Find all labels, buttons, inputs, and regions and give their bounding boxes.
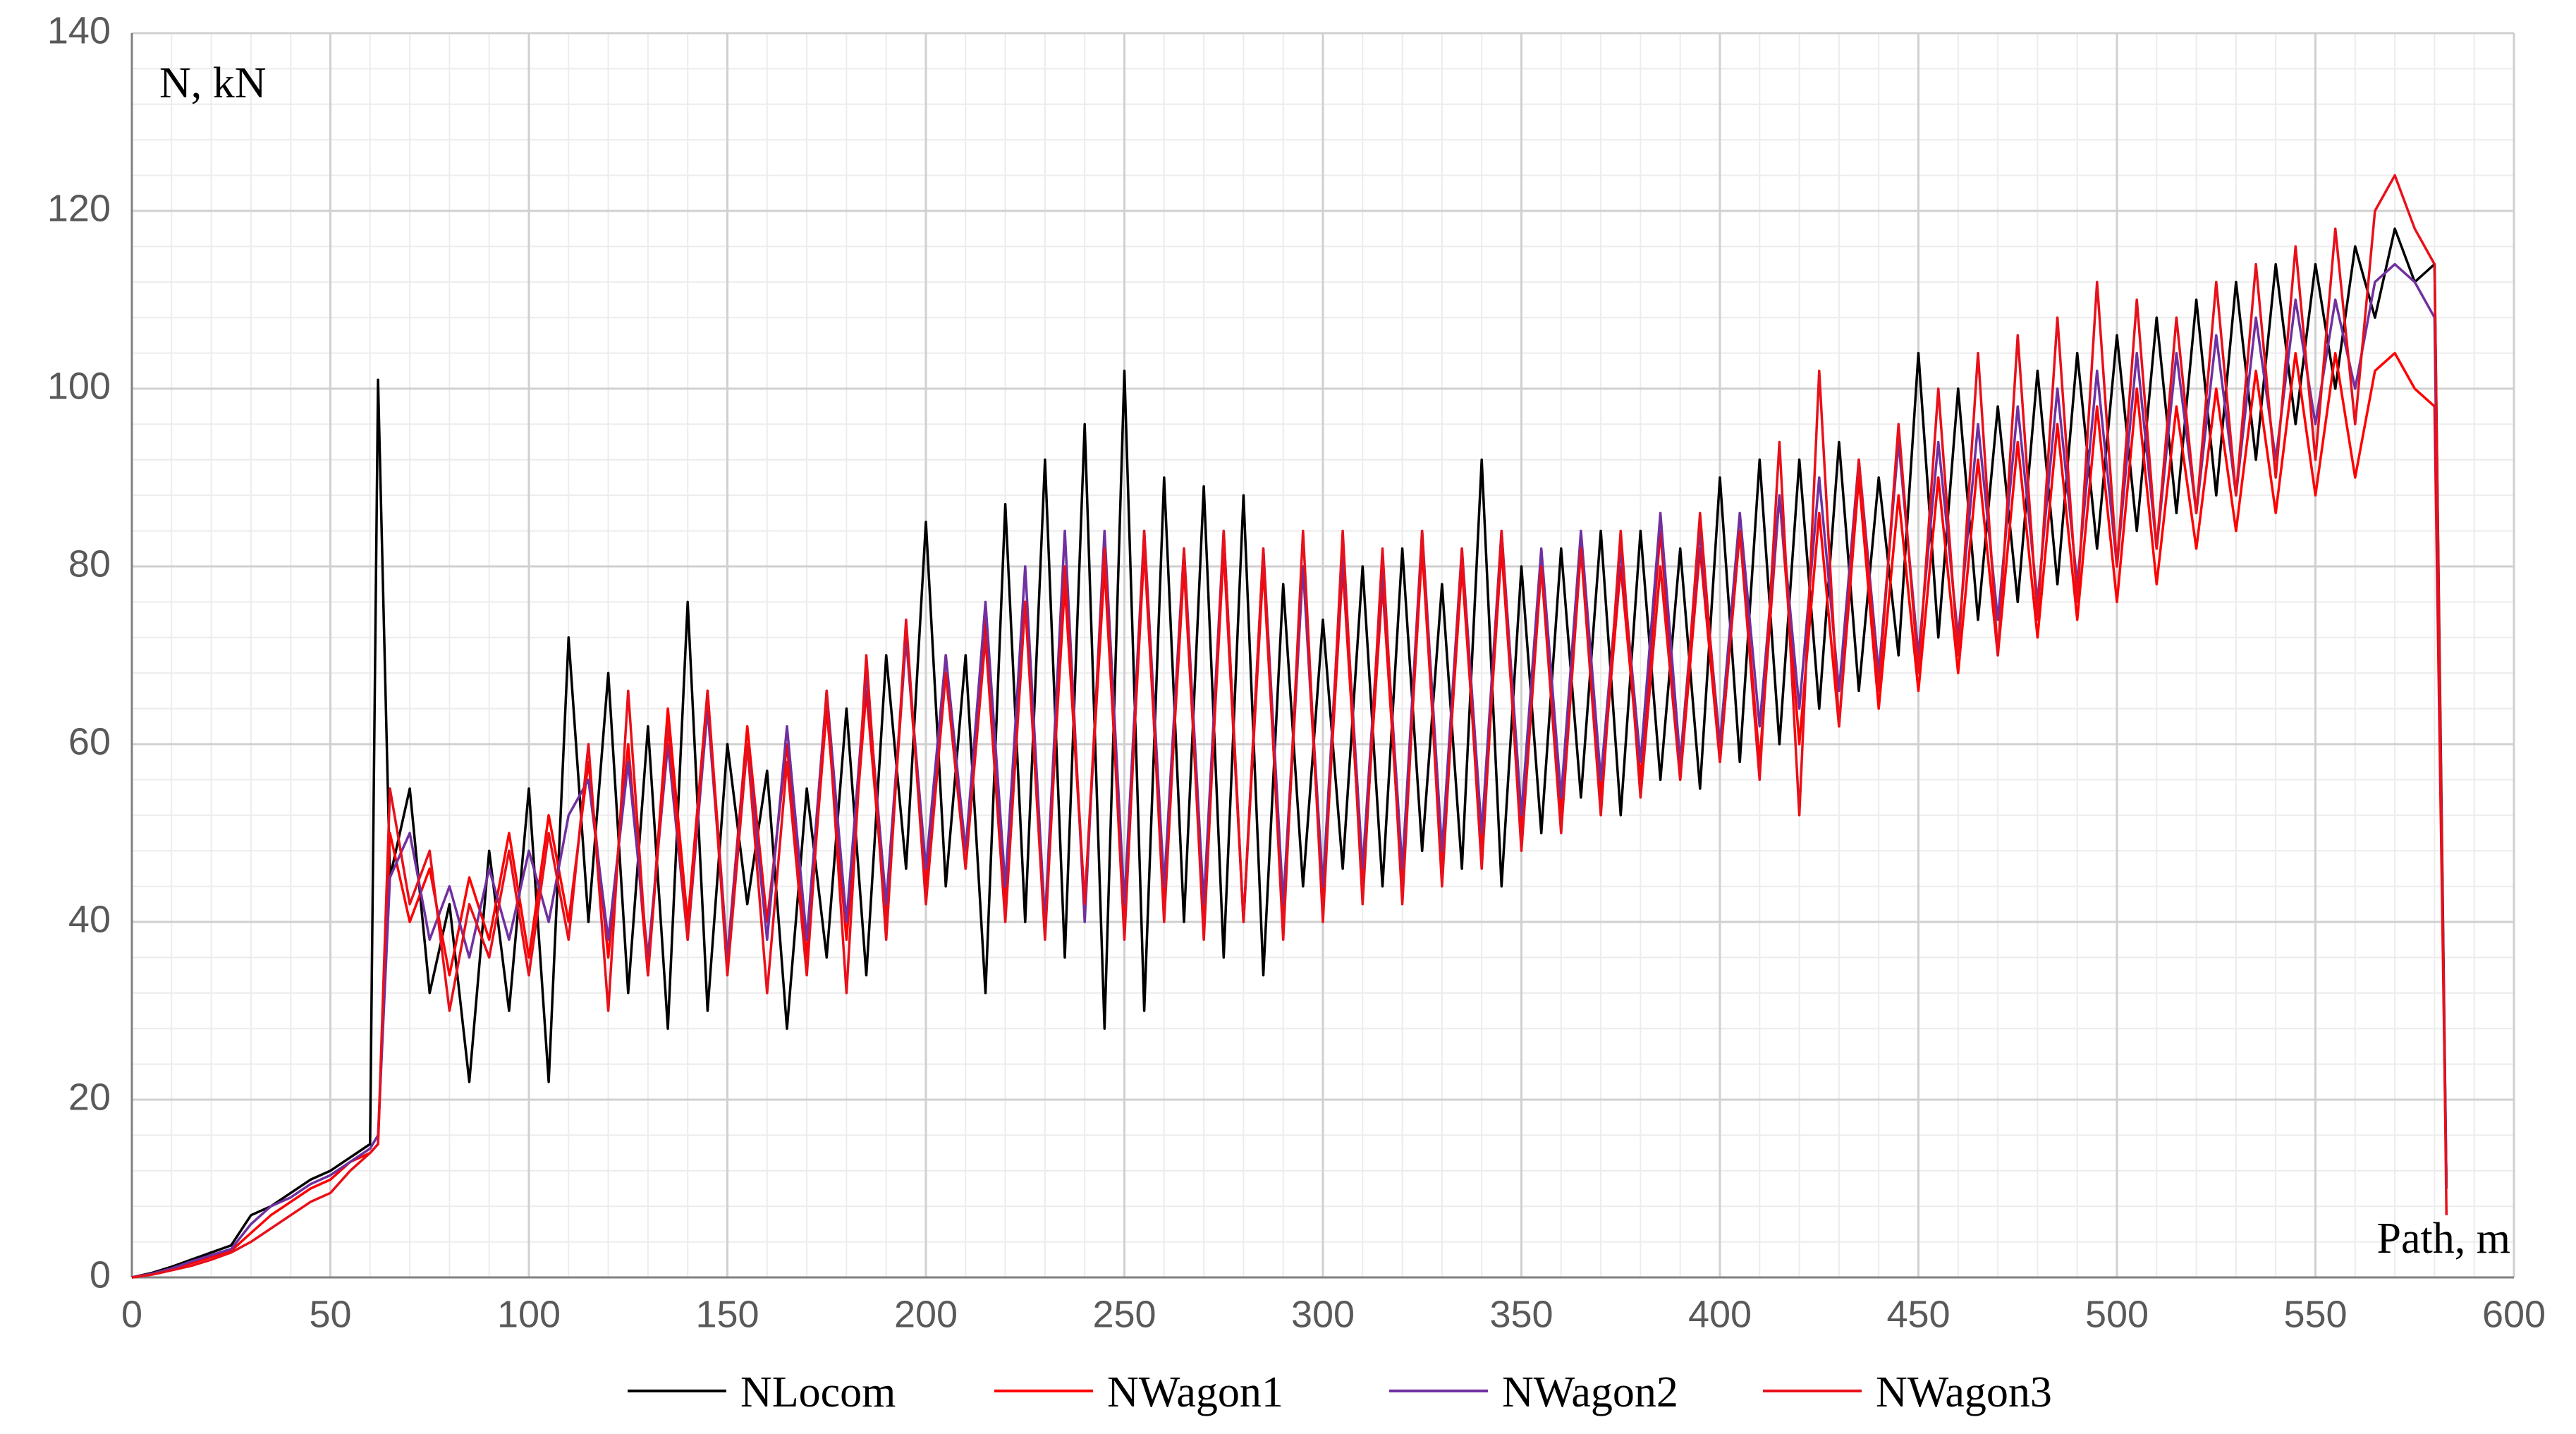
x-tick-label: 600 xyxy=(2482,1293,2546,1335)
legend-label: NWagon3 xyxy=(1876,1368,2052,1416)
y-tick-label: 120 xyxy=(47,187,111,229)
y-axis-label: N, kN xyxy=(159,59,267,107)
x-tick-label: 100 xyxy=(497,1293,561,1335)
x-tick-label: 150 xyxy=(695,1293,759,1335)
x-tick-label: 300 xyxy=(1291,1293,1355,1335)
x-tick-label: 400 xyxy=(1688,1293,1752,1335)
y-tick-label: 20 xyxy=(68,1076,111,1118)
y-tick-label: 60 xyxy=(68,720,111,762)
y-tick-label: 100 xyxy=(47,365,111,407)
y-tick-label: 40 xyxy=(68,898,111,940)
y-tick-label: 140 xyxy=(47,9,111,51)
y-tick-label: 0 xyxy=(90,1253,111,1296)
x-tick-label: 50 xyxy=(309,1293,351,1335)
legend-label: NLocom xyxy=(740,1368,896,1416)
x-tick-label: 250 xyxy=(1092,1293,1156,1335)
x-tick-label: 0 xyxy=(121,1293,142,1335)
legend-label: NWagon2 xyxy=(1502,1368,1678,1416)
series-line xyxy=(131,262,2448,1279)
y-tick-label: 80 xyxy=(68,542,111,585)
x-tick-label: 500 xyxy=(2085,1293,2149,1335)
x-tick-label: 200 xyxy=(894,1293,958,1335)
x-tick-label: 350 xyxy=(1489,1293,1553,1335)
x-tick-label: 550 xyxy=(2283,1293,2347,1335)
series-line xyxy=(131,174,2448,1279)
x-tick-label: 450 xyxy=(1886,1293,1950,1335)
legend-label: NWagon1 xyxy=(1107,1368,1283,1416)
series-line xyxy=(131,227,2448,1279)
x-axis-label: Path, m xyxy=(2377,1215,2510,1263)
